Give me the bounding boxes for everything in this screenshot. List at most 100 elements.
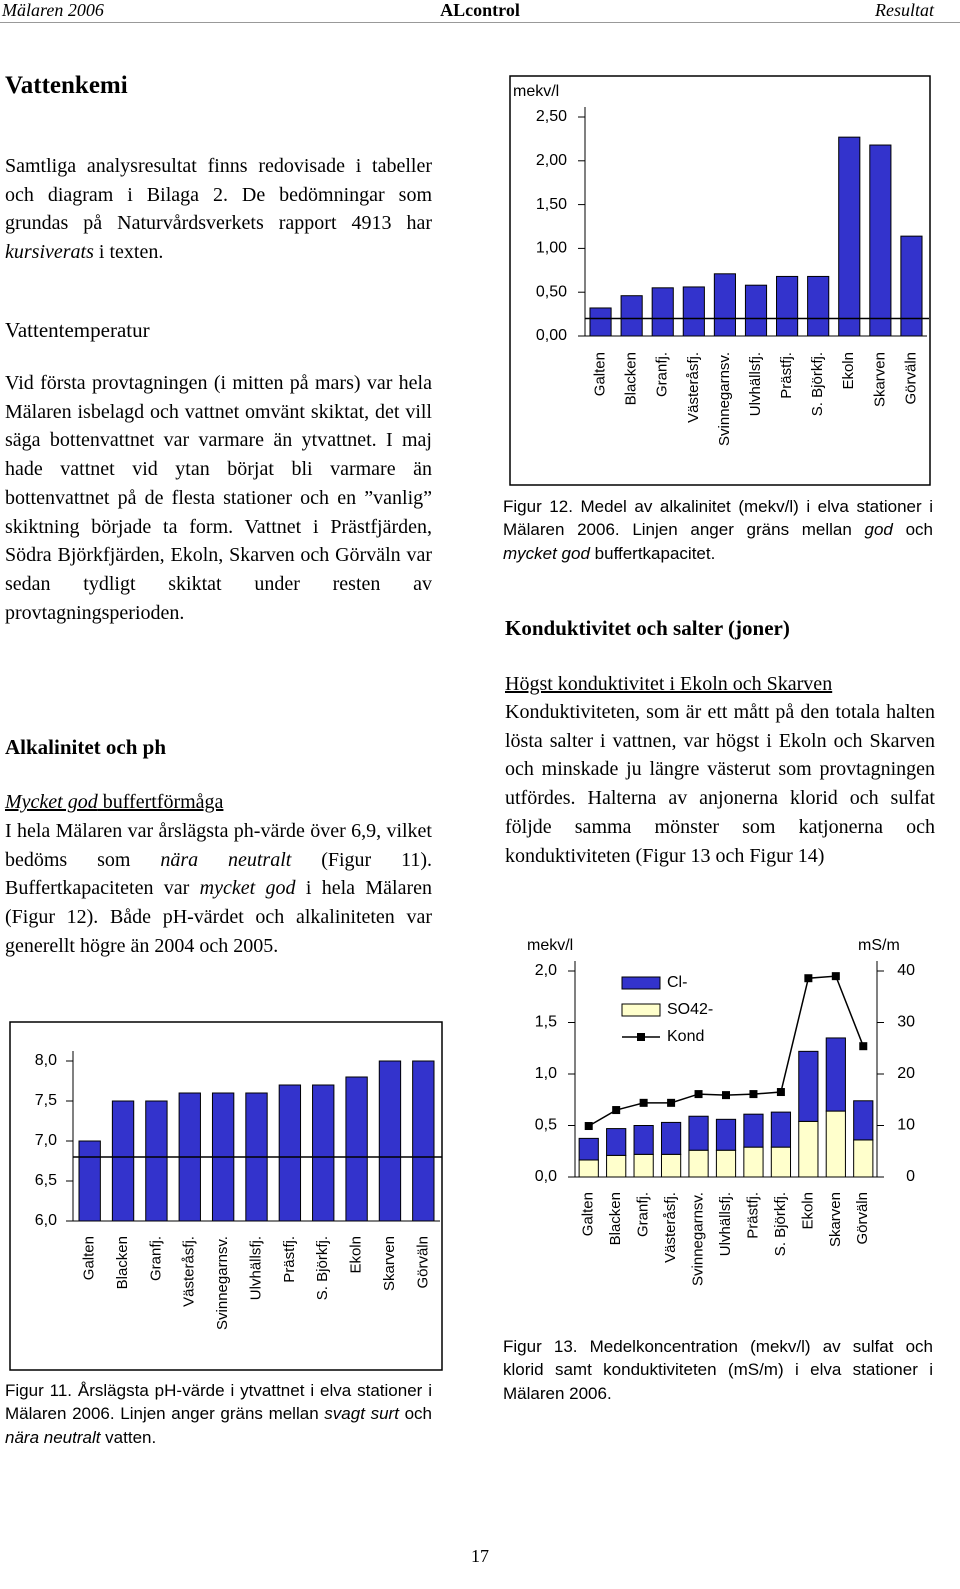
header-rule [0, 22, 960, 23]
marker [612, 1106, 621, 1115]
marker [694, 1090, 703, 1099]
x-tick-label: Granfj. [635, 1192, 652, 1237]
bar [838, 136, 861, 337]
x-tick-label: Blacken [623, 352, 640, 405]
bar-segment [688, 1115, 709, 1151]
bar-segment [853, 1100, 874, 1141]
bar [620, 295, 643, 337]
y-tick-label: 0,0 [535, 1168, 557, 1185]
bar [345, 1076, 368, 1222]
bar-segment [825, 1110, 846, 1178]
text: nära neutralt [5, 1427, 101, 1447]
y-tick-label: 0,5 [535, 1117, 557, 1134]
x-tick-label: Görväln [414, 1236, 431, 1289]
marker [776, 1088, 785, 1097]
text: Figur 11. Årslägsta pH-värde i ytvattnet… [5, 1381, 432, 1424]
x-tick-label: S. Björkfj. [314, 1236, 331, 1300]
x-tick-label: Skarven [871, 352, 888, 407]
text: Vid första provtagningen (i mitten på ma… [5, 372, 432, 624]
y2-tick-label: 40 [897, 962, 915, 979]
subheading: Högst konduktivitet i Ekoln och Skarven [505, 673, 833, 695]
marker [831, 972, 840, 981]
y-tick-label: 2,0 [535, 962, 557, 979]
text: buffertförmåga [97, 791, 224, 813]
y-tick-label: 1,0 [535, 1065, 557, 1082]
legend-swatch [637, 1033, 645, 1041]
x-tick-label: Västeråsfj. [662, 1192, 679, 1263]
heading: Vattenkemi [5, 72, 128, 99]
bar [807, 275, 830, 337]
x-tick-label: Skarven [827, 1192, 844, 1247]
text: nära neutralt [160, 848, 292, 871]
bar [744, 284, 768, 337]
x-tick-label: Granfj. [147, 1236, 164, 1281]
x-tick-label: Skarven [381, 1236, 398, 1291]
paragraph: Konduktiviteten, som är ett mått på den … [505, 698, 935, 870]
x-tick-label: Ulvhällsfj. [747, 352, 764, 416]
bar-segment [578, 1137, 599, 1161]
text: buffertkapacitet. [589, 543, 716, 563]
bar-segment [853, 1139, 874, 1178]
x-tick-label: Ulvhällsfj. [247, 1236, 264, 1300]
paragraph: I hela Mälaren var årslägsta ph-värde öv… [5, 817, 432, 961]
x-tick-label: Svinnegarnsv. [716, 352, 733, 446]
figure-caption: Figur 11. Årslägsta pH-värde i ytvattnet… [5, 1379, 432, 1449]
bar-segment [743, 1113, 764, 1148]
bar [78, 1140, 101, 1222]
y-tick-label: 2,50 [536, 108, 567, 125]
text: i hela Mälaren (Figur 12). Både pH-värde… [5, 877, 432, 957]
y-tick-label: 8,0 [35, 1052, 57, 1069]
bar-segment [633, 1125, 654, 1155]
text: Konduktiviteten, som är ett mått på den … [505, 701, 935, 867]
bar-segment [688, 1149, 709, 1178]
y-tick-label: 0,00 [536, 327, 567, 344]
x-tick-label: Görväln [854, 1192, 871, 1245]
header-right: Resultat [875, 0, 934, 20]
page-number: 17 [471, 1546, 489, 1566]
marker [639, 1098, 648, 1107]
y-tick-label: 2,00 [536, 152, 567, 169]
bar-segment [825, 1037, 846, 1112]
y-tick-label: 7,5 [35, 1092, 57, 1109]
header-center: ALcontrol [440, 0, 520, 20]
bar [900, 235, 923, 337]
bar [682, 286, 705, 337]
y-tick-label: 0,50 [536, 283, 567, 300]
x-tick-label: Galten [81, 1236, 98, 1280]
legend-label: Cl- [667, 974, 687, 991]
y-tick-label: 1,50 [536, 196, 567, 213]
text: i texten. [93, 241, 164, 264]
y2-tick-label: 10 [897, 1117, 915, 1134]
axis-unit: mekv/l [527, 937, 573, 954]
marker [584, 1122, 593, 1131]
axis-unit: mS/m [858, 937, 900, 954]
x-tick-label: Blacken [114, 1236, 131, 1289]
bar-segment [743, 1146, 764, 1178]
x-tick-label: Västeråsfj. [685, 352, 702, 423]
heading: Alkalinitet och ph [5, 735, 167, 759]
y-tick-label: 7,0 [35, 1132, 57, 1149]
text: mycket god [199, 877, 296, 900]
bar-segment [633, 1153, 654, 1178]
text: svagt surt [324, 1404, 399, 1424]
marker [667, 1098, 676, 1107]
figure-caption: Figur 12. Medel av alkalinitet (mekv/l) … [503, 495, 933, 565]
bar-segment [715, 1118, 737, 1151]
legend-label: SO42- [667, 1001, 713, 1018]
x-tick-label: Galten [580, 1192, 597, 1236]
text: Figur 12. Medel av alkalinitet (mekv/l) … [503, 497, 933, 540]
y2-tick-label: 0 [906, 1168, 915, 1185]
x-tick-label: Västeråsfj. [181, 1236, 198, 1307]
x-tick-label: Ekoln [840, 352, 857, 390]
chart-frame [509, 75, 931, 486]
paragraph: Vid första provtagningen (i mitten på ma… [5, 369, 432, 627]
x-tick-label: Galten [592, 352, 609, 396]
marker [859, 1042, 868, 1051]
legend-swatch [621, 1003, 661, 1017]
bar-segment [715, 1149, 737, 1178]
x-tick-label: Blacken [607, 1192, 624, 1245]
bar-segment [578, 1159, 599, 1178]
header-left: Mälaren 2006 [2, 0, 104, 20]
